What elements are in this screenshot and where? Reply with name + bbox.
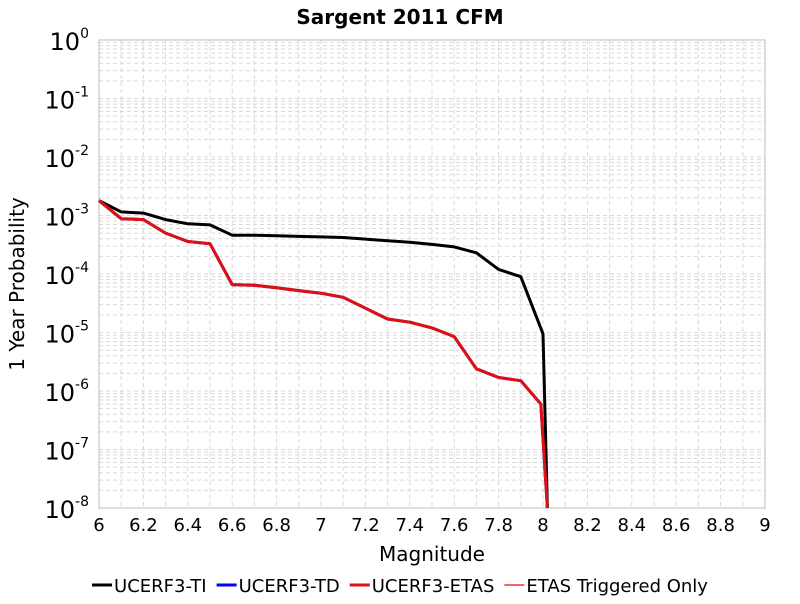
x-axis-label: Magnitude <box>379 542 485 566</box>
y-axis-ticks: 100 10-1 10-2 10-3 10-4 10-5 10-6 10-7 10-8 <box>44 26 89 524</box>
x-tick-label: 8.4 <box>617 515 646 536</box>
x-tick-label: 6.4 <box>173 515 202 536</box>
legend-item: UCERF3-ETAS <box>349 576 495 597</box>
series-line-ucerf3-ti <box>98 199 549 509</box>
series-line-ucerf3-td <box>98 199 549 509</box>
x-tick-label: 6.8 <box>262 515 291 536</box>
grid <box>98 40 766 509</box>
x-tick-label: 7.4 <box>395 515 424 536</box>
y-tick-label: 10-3 <box>44 202 89 232</box>
legend-label: UCERF3-TD <box>239 576 340 597</box>
x-axis-ticks: 6 6.2 6.4 6.6 6.8 7 7.2 7.4 7.6 7.8 8 8.2 8.4 8.6 8.8 9 <box>93 515 770 536</box>
x-tick-label: 7 <box>315 515 326 536</box>
legend-item: ETAS Triggered Only <box>504 576 708 597</box>
y-tick-label: 10-8 <box>44 494 89 524</box>
y-tick-label: 10-1 <box>44 85 89 115</box>
x-tick-label: 8.6 <box>662 515 691 536</box>
x-tick-label: 7.6 <box>440 515 469 536</box>
chart-title: Sargent 2011 CFM <box>296 5 503 29</box>
legend: UCERF3-TI UCERF3-TD UCERF3-ETAS ETAS Trigge… <box>92 576 708 597</box>
x-tick-label: 7.8 <box>484 515 513 536</box>
x-tick-label: 7.2 <box>351 515 380 536</box>
x-tick-label: 9 <box>759 515 770 536</box>
legend-item: UCERF3-TD <box>216 576 340 597</box>
y-tick-label: 10-7 <box>44 436 89 466</box>
series-line-ucerf3-etas <box>98 199 549 509</box>
series-layer <box>98 199 549 509</box>
y-axis-label: 1 Year Probability <box>5 197 29 371</box>
x-tick-label: 6 <box>93 515 104 536</box>
y-tick-label: 100 <box>50 26 89 56</box>
legend-label: ETAS Triggered Only <box>526 576 708 597</box>
plot-area <box>98 39 766 509</box>
legend-label: UCERF3-TI <box>114 576 207 597</box>
x-tick-label: 6.2 <box>129 515 158 536</box>
x-tick-label: 6.6 <box>218 515 247 536</box>
y-tick-label: 10-4 <box>44 260 89 290</box>
legend-label: UCERF3-ETAS <box>372 576 495 597</box>
x-tick-label: 8.2 <box>573 515 602 536</box>
y-tick-label: 10-6 <box>44 377 89 407</box>
legend-item: UCERF3-TI <box>92 576 207 597</box>
x-tick-label: 8.8 <box>706 515 735 536</box>
y-tick-label: 10-2 <box>44 143 89 173</box>
x-tick-label: 8 <box>537 515 548 536</box>
y-tick-label: 10-5 <box>44 319 89 349</box>
